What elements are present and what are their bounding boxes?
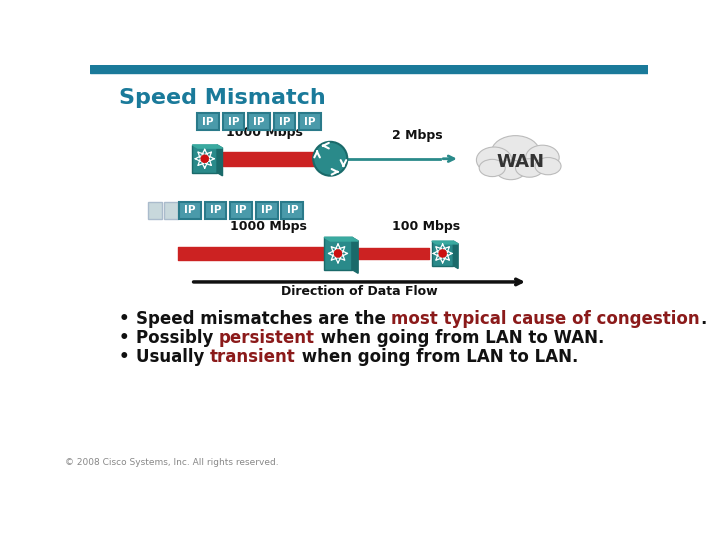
Circle shape [334,249,342,257]
Circle shape [438,249,446,257]
Text: Usually: Usually [136,348,210,366]
Ellipse shape [516,159,544,177]
Polygon shape [352,237,358,273]
Circle shape [313,142,347,176]
FancyBboxPatch shape [274,113,295,130]
Bar [148,202,162,219]
Text: IP: IP [202,117,214,127]
Ellipse shape [480,159,505,177]
FancyBboxPatch shape [256,202,277,219]
Bar [324,237,352,269]
FancyBboxPatch shape [179,202,201,219]
Bar [192,145,217,173]
Text: IP: IP [210,205,221,215]
Polygon shape [432,241,458,244]
Text: IP: IP [235,205,247,215]
Text: 100 Mbps: 100 Mbps [392,220,460,233]
FancyBboxPatch shape [197,113,219,130]
Text: WAN: WAN [496,153,544,171]
Text: when going from LAN to WAN.: when going from LAN to WAN. [315,329,604,347]
Text: IP: IP [184,205,196,215]
FancyBboxPatch shape [204,202,226,219]
FancyBboxPatch shape [300,113,321,130]
Ellipse shape [535,158,561,175]
Text: IP: IP [305,117,316,127]
FancyBboxPatch shape [222,113,244,130]
Bar [90,65,648,72]
Text: IP: IP [261,205,272,215]
Text: 1000 Mbps: 1000 Mbps [226,126,303,139]
Bar [432,241,454,266]
Text: IP: IP [228,117,239,127]
Text: persistent: persistent [219,329,315,347]
Text: Speed Mismatch: Speed Mismatch [120,88,326,108]
Polygon shape [324,237,358,241]
Text: •: • [120,329,136,347]
Ellipse shape [496,160,526,180]
Text: most typical cause of congestion: most typical cause of congestion [392,309,700,328]
Text: Speed mismatches are the: Speed mismatches are the [136,309,392,328]
Text: 1000 Mbps: 1000 Mbps [230,220,307,233]
Text: •: • [120,348,136,366]
FancyBboxPatch shape [282,202,303,219]
Text: Direction of Data Flow: Direction of Data Flow [282,285,438,298]
FancyBboxPatch shape [230,202,252,219]
Text: IP: IP [287,205,298,215]
Ellipse shape [491,136,540,170]
Text: 2 Mbps: 2 Mbps [392,129,443,142]
Text: IP: IP [253,117,265,127]
Text: transient: transient [210,348,296,366]
FancyBboxPatch shape [248,113,270,130]
Ellipse shape [477,147,512,173]
Bar [163,202,178,219]
Polygon shape [217,145,222,176]
Text: .: . [700,309,706,328]
Circle shape [201,155,209,163]
Text: when going from LAN to LAN.: when going from LAN to LAN. [296,348,578,366]
Ellipse shape [526,145,559,170]
Polygon shape [192,145,222,148]
Text: •: • [120,309,136,328]
Polygon shape [454,241,458,268]
Text: Possibly: Possibly [136,329,219,347]
Text: IP: IP [279,117,290,127]
Text: © 2008 Cisco Systems, Inc. All rights reserved.: © 2008 Cisco Systems, Inc. All rights re… [65,458,278,467]
